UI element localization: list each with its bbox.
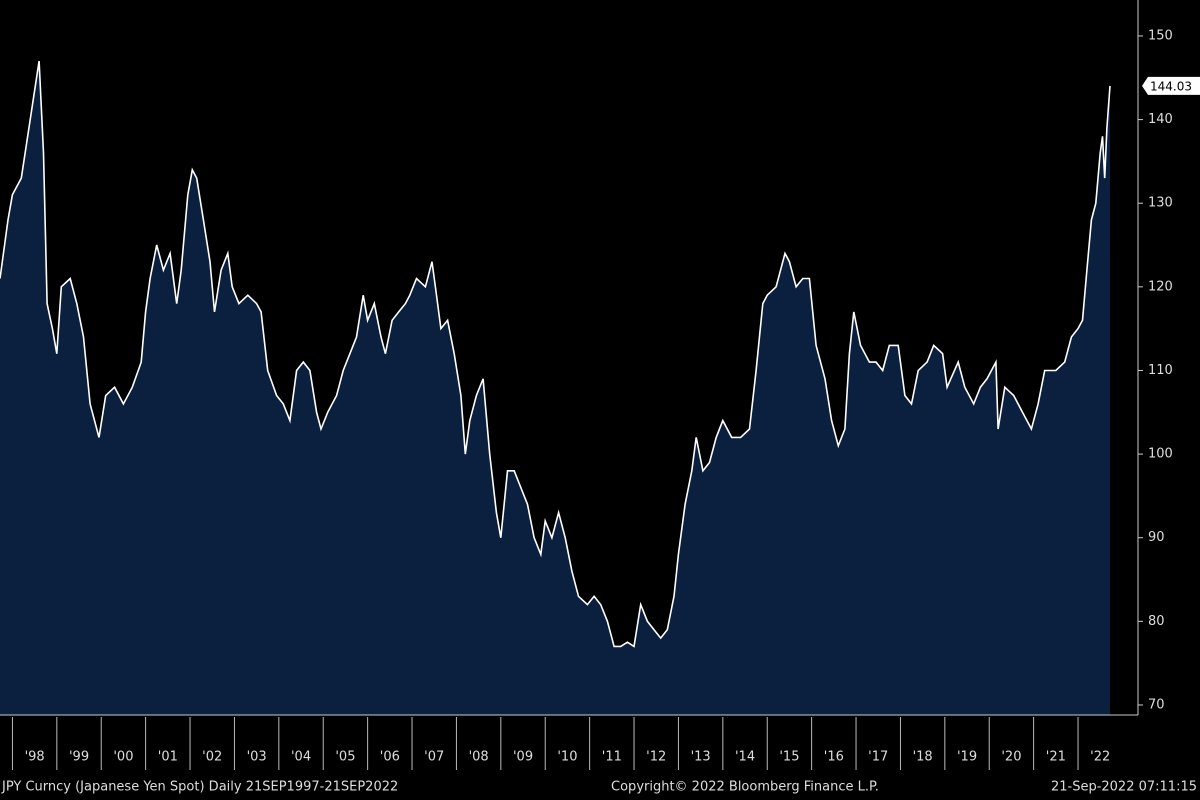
y-tick-label: 90 <box>1148 530 1165 545</box>
x-tick-label: '11 <box>602 750 622 765</box>
x-tick-label: '06 <box>380 750 400 765</box>
x-tick-label: '19 <box>957 750 977 765</box>
x-tick-label: '05 <box>335 750 355 765</box>
x-tick-label: '09 <box>513 750 533 765</box>
x-tick-label: '08 <box>469 750 489 765</box>
x-tick-label: '98 <box>25 750 45 765</box>
x-tick-label: '22 <box>1090 750 1110 765</box>
x-tick-label: '16 <box>824 750 844 765</box>
x-tick-label: '12 <box>646 750 666 765</box>
y-tick-label: 100 <box>1148 447 1173 462</box>
area <box>0 61 1110 715</box>
y-tick-label: 80 <box>1148 614 1165 629</box>
x-tick-label: '13 <box>691 750 711 765</box>
y-tick-label: 140 <box>1148 112 1173 127</box>
x-tick-label: '02 <box>202 750 222 765</box>
source-label: JPY Curncy (Japanese Yen Spot) Daily 21S… <box>1 780 398 795</box>
y-tick-label: 130 <box>1148 196 1173 211</box>
x-tick-label: '99 <box>69 750 89 765</box>
timestamp: 21-Sep-2022 07:11:15 <box>1051 780 1197 795</box>
x-tick-label: '14 <box>735 750 755 765</box>
x-tick-label: '00 <box>113 750 133 765</box>
y-tick-label: 110 <box>1148 363 1173 378</box>
x-tick-label: '20 <box>1001 750 1021 765</box>
x-tick-label: '18 <box>913 750 933 765</box>
x-tick-label: '21 <box>1046 750 1066 765</box>
x-tick-label: '07 <box>424 750 444 765</box>
x-tick-label: '15 <box>779 750 799 765</box>
x-tick-label: '04 <box>291 750 311 765</box>
y-tick-label: 120 <box>1148 279 1173 294</box>
x-tick-label: '03 <box>247 750 267 765</box>
x-tick-label: '01 <box>158 750 178 765</box>
x-tick-label: '17 <box>868 750 888 765</box>
y-tick-label: 70 <box>1148 697 1165 712</box>
copyright: Copyright© 2022 Bloomberg Finance L.P. <box>611 780 879 795</box>
line <box>0 60 1111 648</box>
y-tick-label: 150 <box>1148 28 1173 43</box>
last-value-box <box>1142 76 1200 95</box>
x-tick-label: '10 <box>557 750 577 765</box>
last-value-label: 144.03 <box>1150 79 1192 93</box>
